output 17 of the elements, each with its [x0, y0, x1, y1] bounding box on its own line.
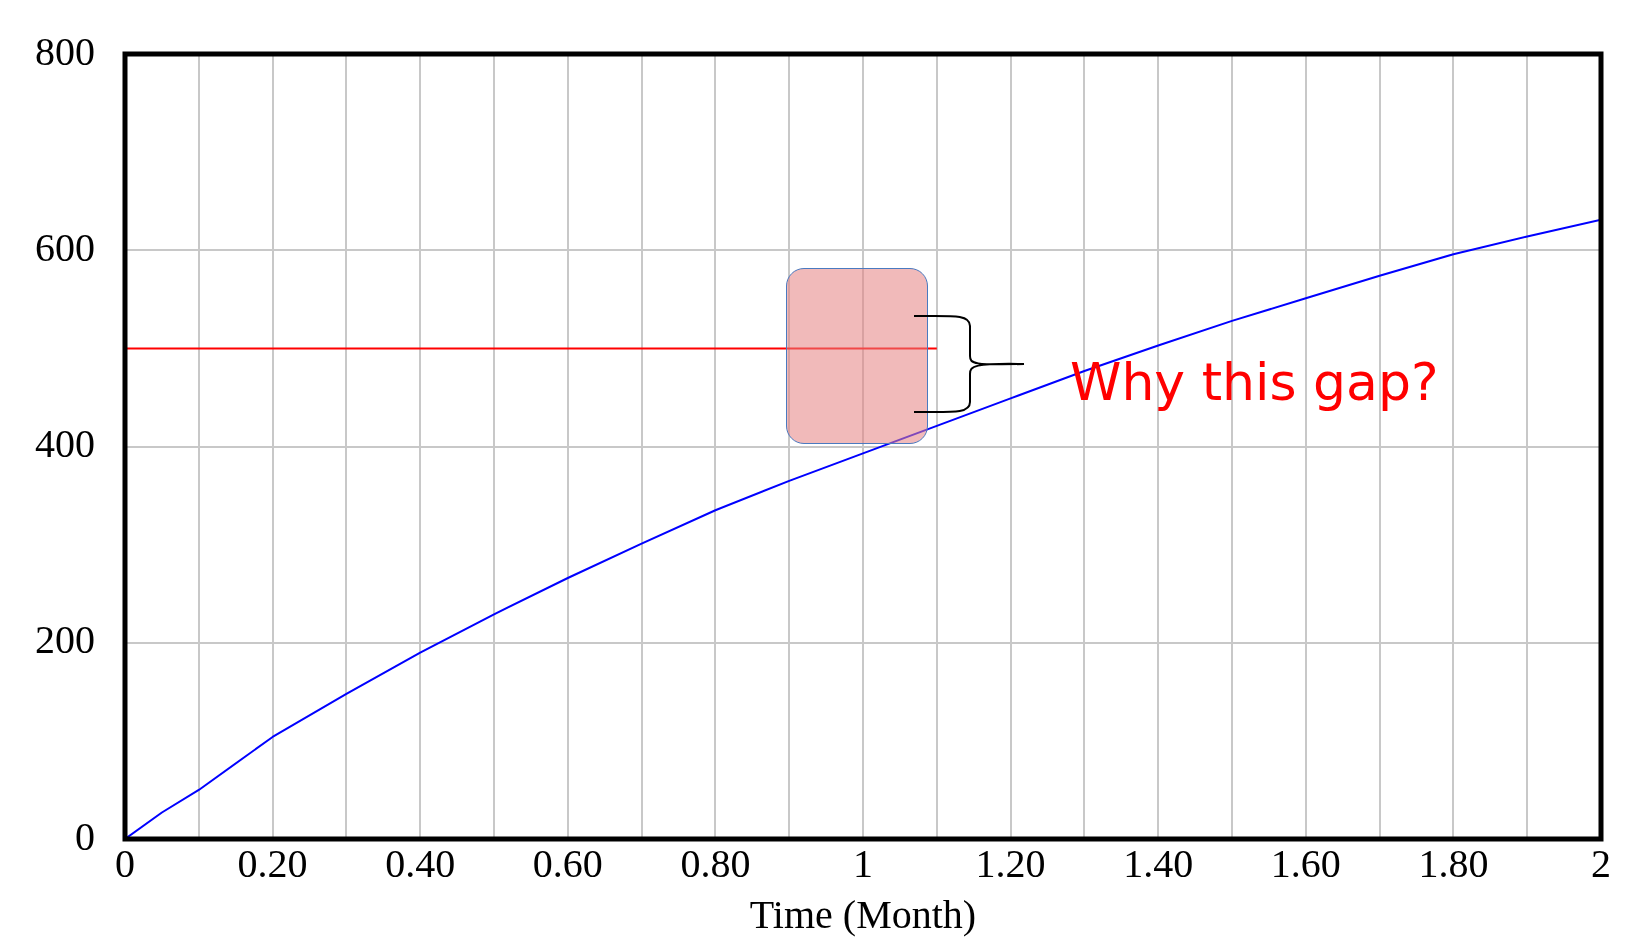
- x-tick-label: 2: [1591, 840, 1611, 886]
- x-tick-label: 0.40: [385, 840, 456, 886]
- x-tick-label: 1.20: [975, 840, 1046, 886]
- x-tick-label: 0.20: [237, 840, 308, 886]
- y-tick-label: 400: [35, 421, 95, 466]
- y-tick-label: 200: [35, 617, 95, 663]
- y-tick-label: 600: [35, 224, 95, 270]
- x-tick-label: 0.80: [680, 840, 751, 886]
- annotation: Why this gap?: [1070, 352, 1439, 412]
- x-tick-label: 1.40: [1123, 840, 1194, 886]
- x-tick-label: 0: [115, 840, 135, 886]
- x-axis-title: Time (Month): [749, 891, 977, 937]
- x-tick-label: 1: [853, 840, 873, 886]
- x-tick-label: 0.60: [532, 840, 603, 886]
- x-tick-label: 1.80: [1418, 840, 1489, 886]
- y-tick-label: 800: [35, 28, 95, 74]
- x-tick-label: 1.60: [1270, 840, 1341, 886]
